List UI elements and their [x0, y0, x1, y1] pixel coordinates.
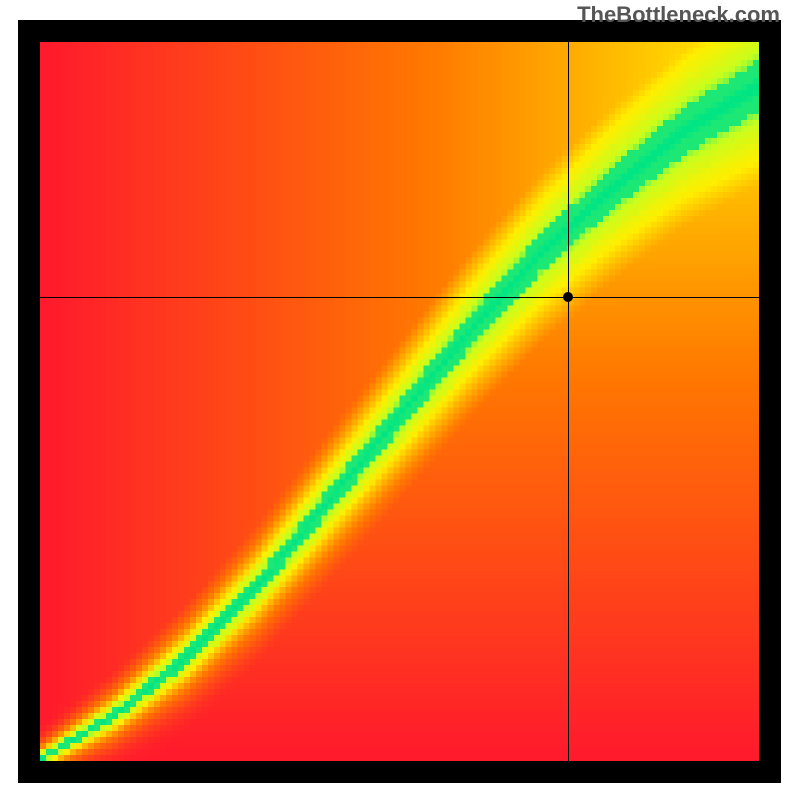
chart-container: TheBottleneck.com — [0, 0, 800, 800]
plot-border — [18, 20, 781, 783]
crosshair-horizontal — [40, 297, 759, 298]
watermark-text: TheBottleneck.com — [577, 2, 780, 28]
marker-dot — [563, 292, 573, 302]
crosshair-vertical — [568, 42, 569, 761]
